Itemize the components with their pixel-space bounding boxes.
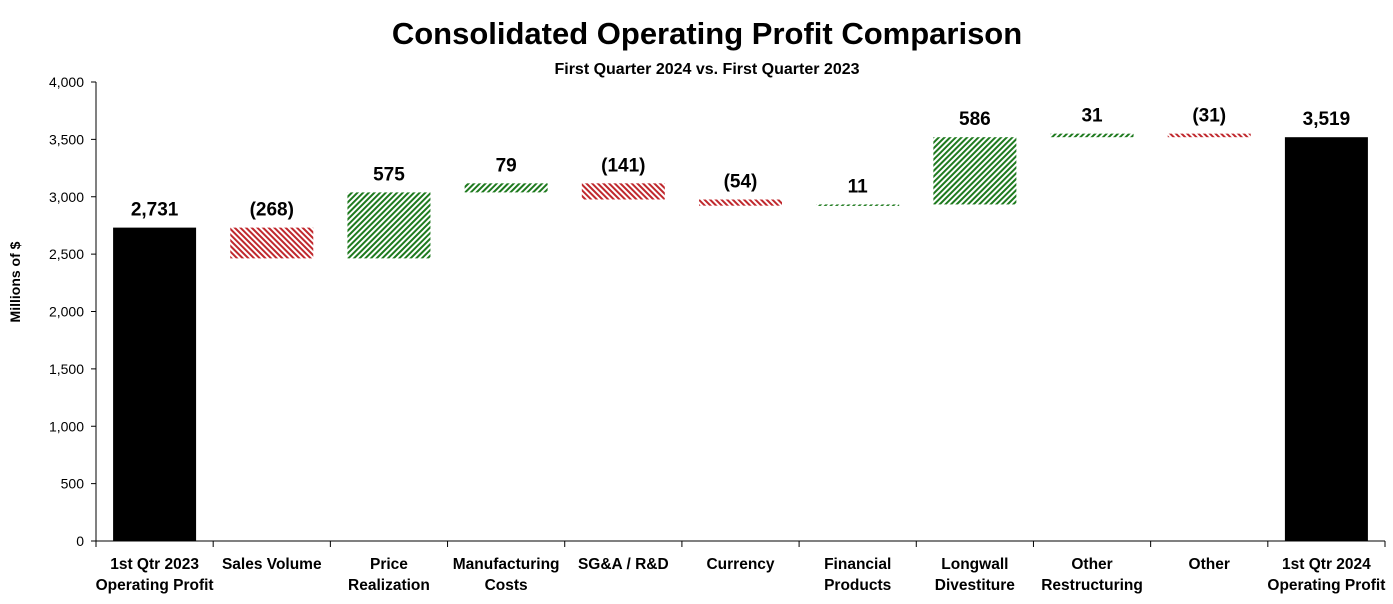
plot-area: 0 500 1,000 1,500 2,000 2,500 3,000 3,500 4,000 2… bbox=[49, 74, 1386, 594]
x-tick-label: Realization bbox=[348, 577, 430, 594]
y-tick-label: 0 bbox=[76, 533, 84, 549]
y-tick-label: 1,000 bbox=[49, 418, 84, 434]
data-label: (54) bbox=[724, 172, 758, 193]
y-tick-label: 3,000 bbox=[49, 189, 84, 205]
bar bbox=[699, 199, 782, 206]
x-tick-label: 1st Qtr 2024 bbox=[1282, 556, 1371, 573]
bar bbox=[581, 183, 665, 200]
chart-title: Consolidated Operating Profit Comparison bbox=[392, 16, 1022, 51]
x-tick-label: SG&A / R&D bbox=[578, 556, 669, 573]
bar bbox=[113, 227, 197, 542]
y-tick-label: 3,500 bbox=[49, 131, 84, 147]
bar bbox=[1284, 137, 1368, 541]
x-tick-label: Operating Profit bbox=[96, 577, 214, 594]
x-tick-label: Price bbox=[370, 556, 408, 573]
data-label: 79 bbox=[496, 155, 517, 176]
x-tick-label: Manufacturing bbox=[453, 556, 560, 573]
data-label: 3,519 bbox=[1303, 109, 1351, 130]
bar bbox=[816, 204, 900, 206]
y-tick-label: 4,000 bbox=[49, 74, 84, 90]
y-tick-label: 500 bbox=[61, 476, 85, 492]
x-tick-label: Financial bbox=[824, 556, 891, 573]
data-label: 31 bbox=[1081, 106, 1103, 127]
x-tick-label: Products bbox=[824, 577, 891, 594]
bar bbox=[933, 137, 1017, 205]
x-tick-label: Other bbox=[1189, 556, 1230, 573]
x-tick-label: Costs bbox=[485, 577, 528, 594]
chart-subtitle: First Quarter 2024 vs. First Quarter 202… bbox=[554, 61, 859, 78]
data-label: 575 bbox=[373, 164, 405, 185]
x-tick-label: Currency bbox=[706, 556, 774, 573]
bar bbox=[464, 183, 548, 193]
y-tick-label: 1,500 bbox=[49, 361, 84, 377]
bar bbox=[347, 192, 431, 259]
y-axis-label: Millions of $ bbox=[7, 241, 23, 322]
data-label: 586 bbox=[959, 109, 991, 130]
data-label: 2,731 bbox=[131, 200, 179, 221]
data-label: (268) bbox=[250, 200, 294, 221]
data-label: 11 bbox=[848, 176, 869, 197]
bar bbox=[1050, 133, 1134, 138]
x-tick-label: Other bbox=[1071, 556, 1112, 573]
x-tick-label: Sales Volume bbox=[222, 556, 322, 573]
x-tick-label: Operating Profit bbox=[1267, 577, 1385, 594]
y-tick-label: 2,500 bbox=[49, 246, 84, 262]
bar bbox=[230, 227, 314, 259]
x-tick-label: Restructuring bbox=[1041, 577, 1143, 594]
data-label: (141) bbox=[601, 155, 645, 176]
x-tick-label: Divestiture bbox=[935, 577, 1015, 594]
data-label: (31) bbox=[1192, 106, 1226, 127]
bar bbox=[1167, 133, 1251, 138]
x-tick-label: Longwall bbox=[941, 556, 1008, 573]
y-tick-label: 2,000 bbox=[49, 304, 84, 320]
x-tick-label: 1st Qtr 2023 bbox=[110, 556, 199, 573]
